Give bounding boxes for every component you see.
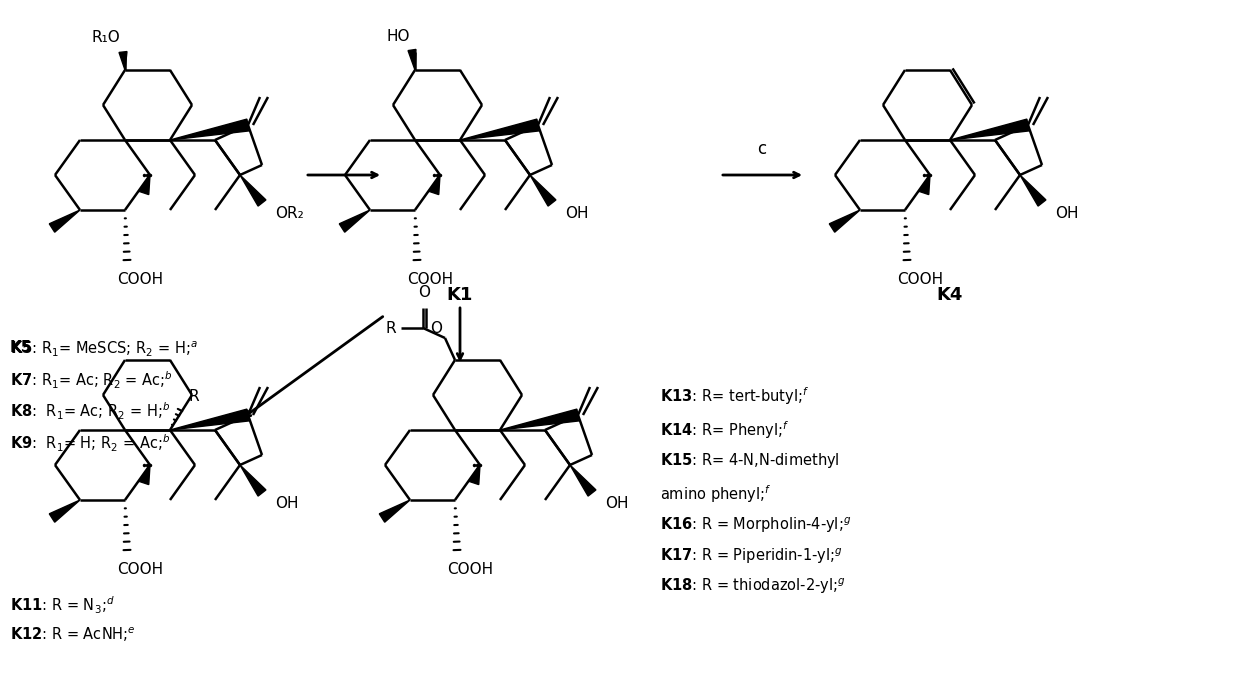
Text: O: O: [418, 285, 430, 300]
Polygon shape: [170, 409, 249, 430]
Text: $\mathbf{K11}$: R = N$_3$;$^{d}$
$\mathbf{K12}$: R = AcNH;$^{e}$: $\mathbf{K11}$: R = N$_3$;$^{d}$ $\mathb…: [10, 595, 135, 644]
Text: COOH: COOH: [407, 272, 453, 287]
Polygon shape: [570, 465, 596, 496]
Text: COOH: COOH: [117, 272, 164, 287]
Polygon shape: [529, 175, 556, 206]
Polygon shape: [469, 465, 480, 484]
Text: OH: OH: [1055, 205, 1079, 220]
Polygon shape: [170, 119, 249, 140]
Polygon shape: [408, 50, 415, 70]
Polygon shape: [50, 500, 81, 522]
Text: OH: OH: [275, 495, 299, 511]
Polygon shape: [429, 175, 440, 194]
Polygon shape: [379, 500, 410, 522]
Text: K5: K5: [10, 340, 32, 355]
Polygon shape: [950, 119, 1029, 140]
Polygon shape: [460, 119, 539, 140]
Text: O: O: [430, 321, 441, 336]
Text: R₁O: R₁O: [92, 30, 120, 45]
Text: K4: K4: [936, 286, 963, 304]
Polygon shape: [500, 409, 579, 430]
Polygon shape: [919, 175, 930, 194]
Text: R: R: [188, 389, 198, 404]
Text: K1: K1: [446, 286, 474, 304]
Text: $\mathbf{K13}$: R= tert-butyl;$^{f}$
$\mathbf{K14}$: R= Phenyl;$^{f}$
$\mathbf{K: $\mathbf{K13}$: R= tert-butyl;$^{f}$ $\m…: [660, 385, 851, 596]
Text: R: R: [386, 320, 396, 336]
Polygon shape: [241, 465, 265, 496]
Text: COOH: COOH: [897, 272, 944, 287]
Polygon shape: [340, 210, 370, 232]
Text: OH: OH: [565, 205, 589, 220]
Text: HO: HO: [387, 29, 410, 44]
Polygon shape: [1021, 175, 1045, 206]
Polygon shape: [830, 210, 861, 232]
Polygon shape: [139, 465, 150, 484]
Polygon shape: [119, 52, 126, 70]
Polygon shape: [139, 175, 150, 194]
Polygon shape: [241, 175, 265, 206]
Text: COOH: COOH: [446, 562, 494, 577]
Polygon shape: [50, 210, 81, 232]
Text: OH: OH: [605, 495, 629, 511]
Text: c: c: [758, 140, 766, 158]
Text: COOH: COOH: [117, 562, 164, 577]
Text: OR₂: OR₂: [275, 205, 304, 220]
Text: $\mathbf{K5}$: R$_1$= MeSCS; R$_2$ = H;$^{a}$
$\mathbf{K7}$: R$_1$= Ac; R$_2$ = : $\mathbf{K5}$: R$_1$= MeSCS; R$_2$ = H;$…: [10, 340, 197, 453]
